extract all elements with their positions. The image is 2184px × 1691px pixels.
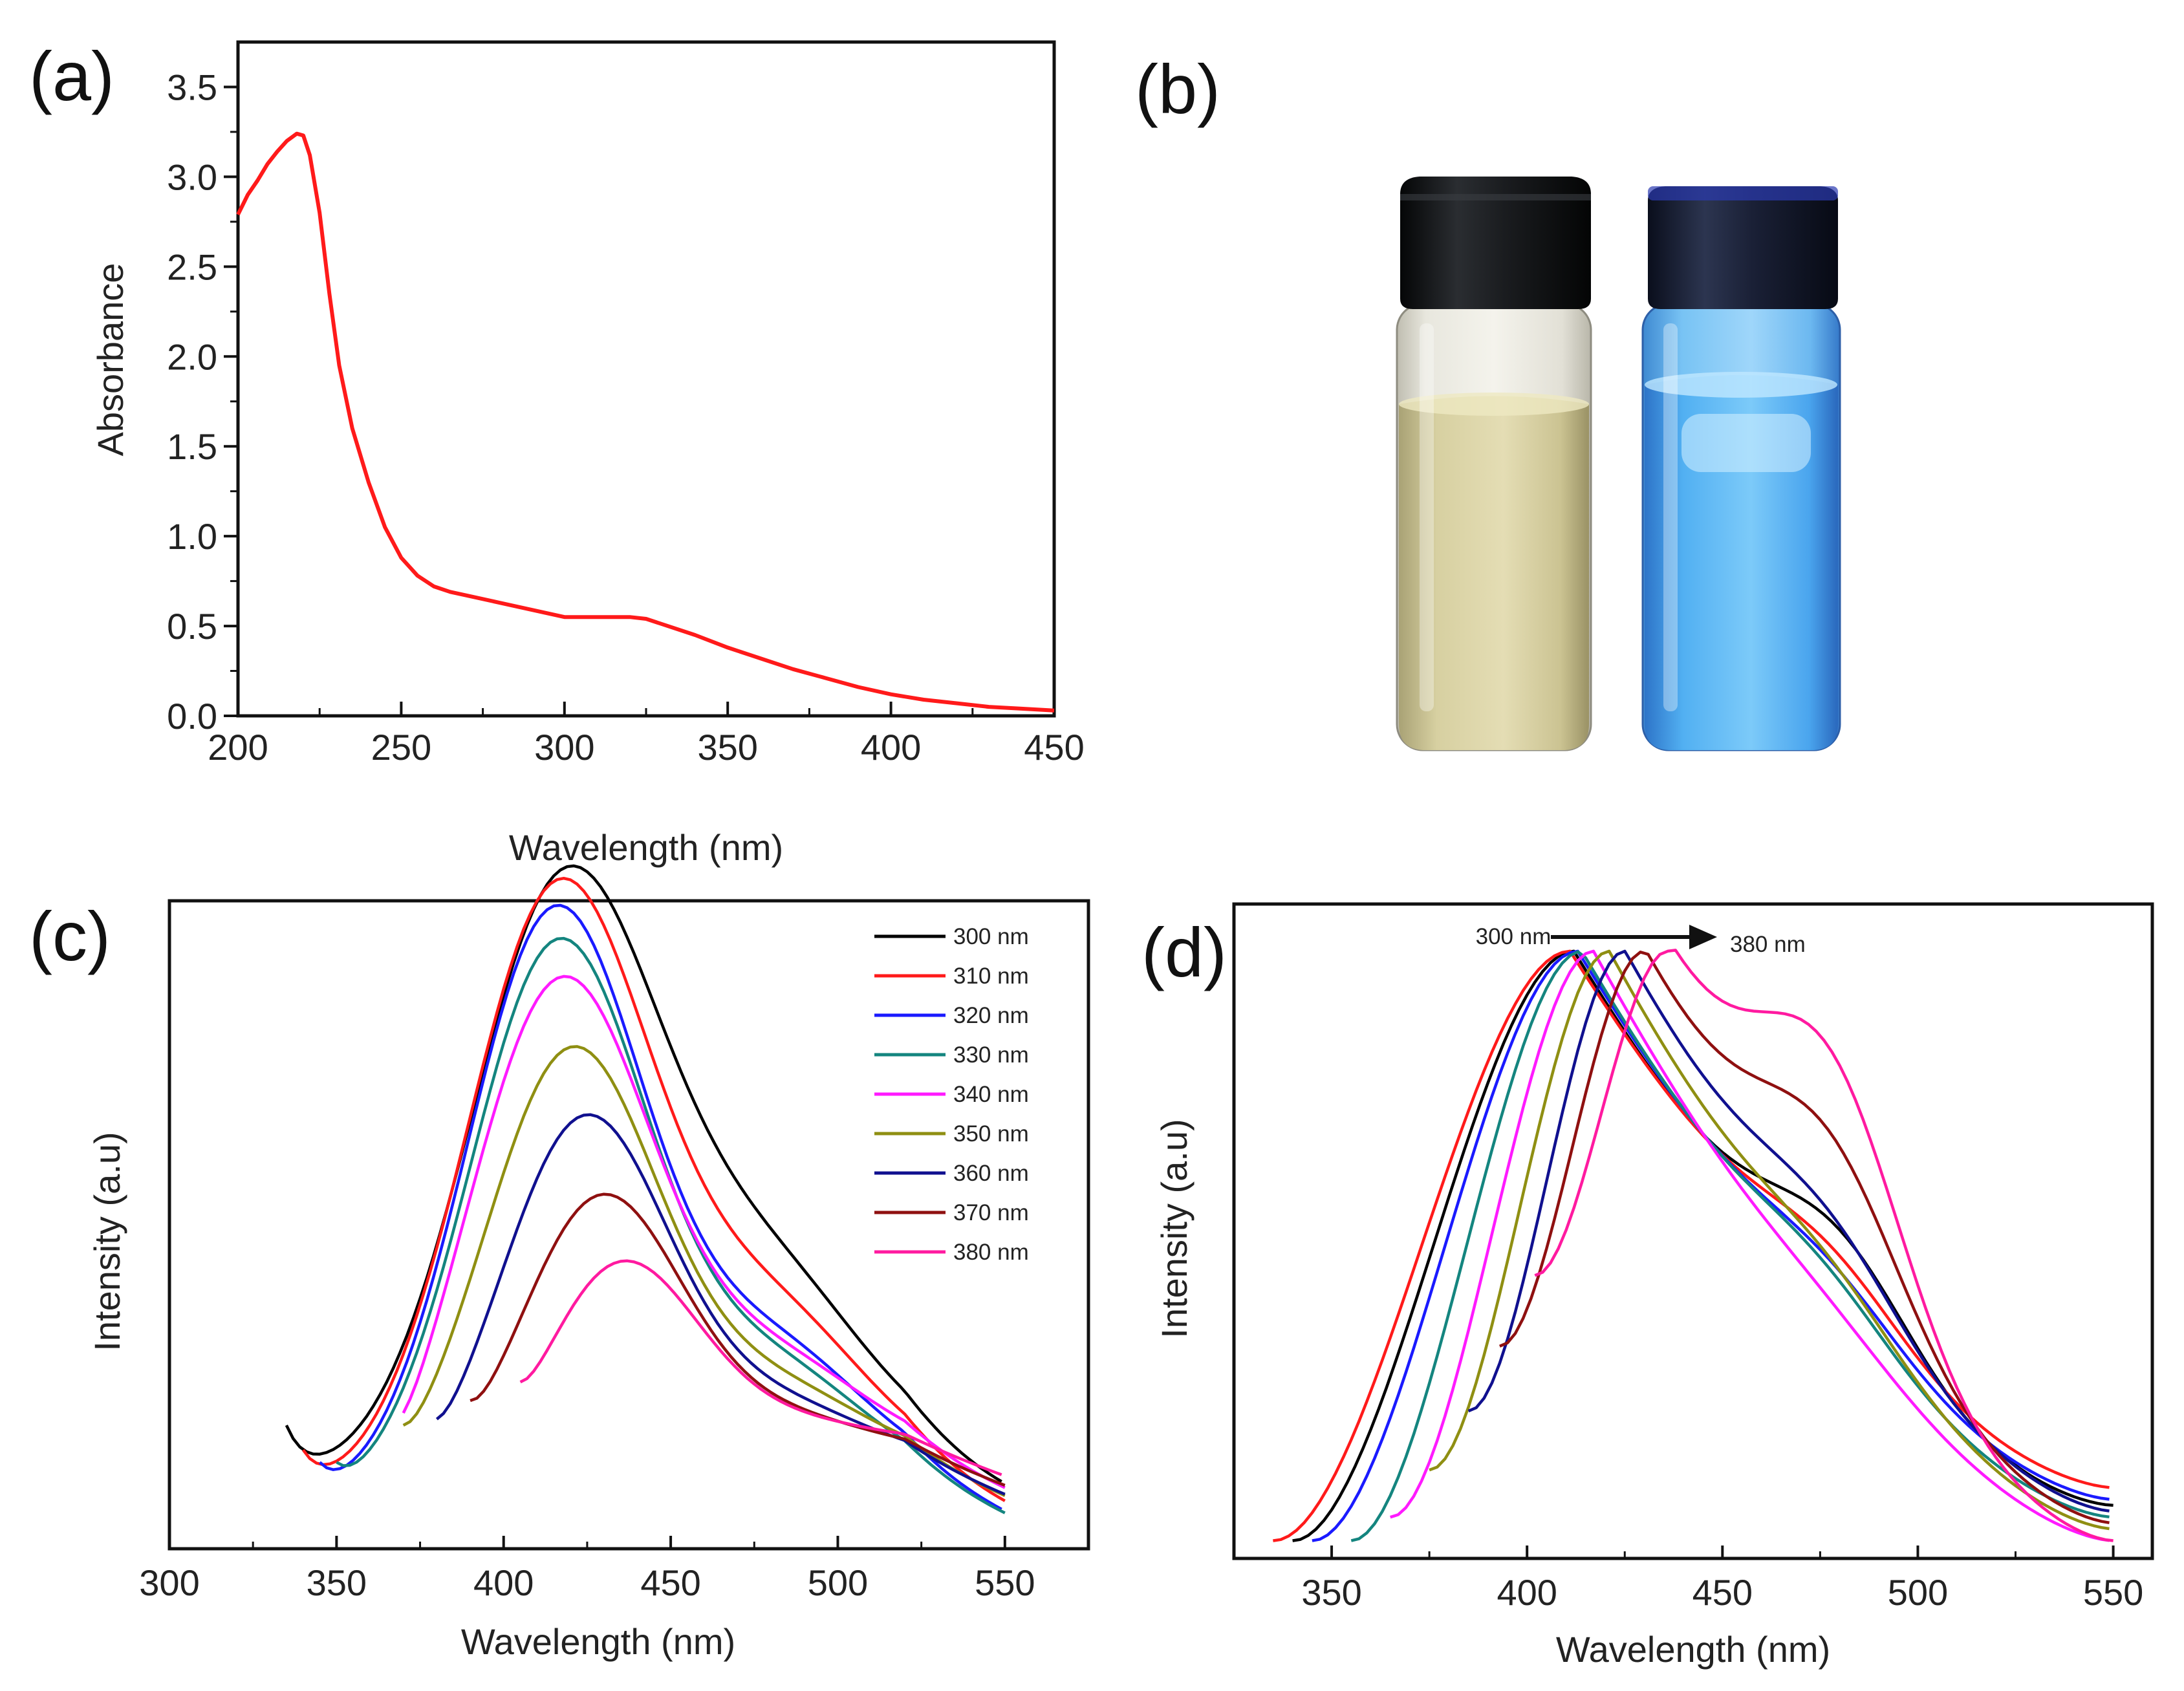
annotation-arrow-head bbox=[1689, 925, 1717, 949]
x-tick-label-d: 450 bbox=[1692, 1572, 1753, 1613]
x-tick-label-c: 400 bbox=[473, 1562, 534, 1603]
right-vial-cap bbox=[1648, 186, 1838, 309]
emission-line-c bbox=[470, 1192, 1006, 1487]
legend-label-c: 350 nm bbox=[953, 1121, 1029, 1147]
y-tick-label-a: 2.0 bbox=[167, 336, 217, 377]
legend-label-c: 310 nm bbox=[953, 964, 1029, 989]
y-tick-label-a: 0.0 bbox=[167, 696, 217, 737]
legend-label-c: 320 nm bbox=[953, 1003, 1029, 1028]
x-tick-label-c: 450 bbox=[640, 1562, 700, 1603]
annotation-to-label: 380 nm bbox=[1730, 932, 1806, 957]
x-axis-title-d: Wavelength (nm) bbox=[1556, 1629, 1830, 1670]
right-vial-highlight bbox=[1663, 323, 1678, 711]
panel-label-a: (a) bbox=[29, 37, 114, 115]
legend-label-c: 370 nm bbox=[953, 1200, 1029, 1225]
right-vial-meniscus bbox=[1645, 372, 1837, 398]
x-tick-label-c: 550 bbox=[975, 1562, 1035, 1603]
left-vial-highlight bbox=[1420, 323, 1434, 711]
left-vial-cap bbox=[1400, 177, 1591, 309]
normalized-emission-line-d bbox=[1429, 949, 2110, 1531]
normalized-emission-line-d bbox=[1390, 949, 2110, 1542]
vial-photograph bbox=[1396, 177, 1841, 751]
absorbance-chart: 200 250 300 350 400 450 0.0 0.5 1.0 1.5 2.0 2.5 3.0 3… bbox=[90, 40, 1085, 868]
legend-label-c: 340 nm bbox=[953, 1082, 1029, 1107]
x-axis-title-a: Wavelength (nm) bbox=[509, 827, 783, 868]
normalized-emission-line-d bbox=[1467, 949, 2110, 1513]
left-vial-meniscus bbox=[1399, 393, 1589, 416]
x-tick-label-c: 350 bbox=[307, 1562, 367, 1603]
x-tick-label-a: 250 bbox=[371, 727, 431, 768]
x-axis-title-c: Wavelength (nm) bbox=[461, 1621, 735, 1662]
y-tick-label-a: 3.0 bbox=[167, 156, 217, 197]
emission-line-c bbox=[285, 864, 1002, 1483]
y-axis-title-c: Intensity (a.u) bbox=[87, 1132, 127, 1351]
right-vial-glow-band bbox=[1681, 414, 1811, 472]
left-vial-liquid bbox=[1399, 396, 1589, 750]
legend-label-c: 380 nm bbox=[953, 1240, 1029, 1265]
right-vial-cap-edge bbox=[1648, 186, 1838, 200]
emission-line-c bbox=[319, 903, 1002, 1511]
panel-label-b: (b) bbox=[1135, 50, 1220, 128]
y-axis-title-a: Absorbance bbox=[90, 263, 131, 457]
emission-line-c bbox=[402, 975, 1006, 1489]
normalized-emission-chart: 350 400 450 500 550 Wavelength (nm) Intensity … bbox=[1154, 902, 2154, 1670]
x-tick-label-d: 500 bbox=[1888, 1572, 1948, 1613]
normalized-emission-line-d bbox=[1499, 951, 2110, 1525]
left-vial bbox=[1396, 177, 1592, 751]
plot-frame-d bbox=[1232, 902, 2154, 1560]
legend-label-c: 300 nm bbox=[953, 924, 1029, 949]
y-tick-label-a: 0.5 bbox=[167, 606, 217, 647]
x-tick-label-d: 350 bbox=[1301, 1572, 1361, 1613]
plot-frame-a bbox=[236, 40, 1056, 718]
normalized-emission-line-d bbox=[1350, 950, 2110, 1542]
x-tick-label-c: 300 bbox=[139, 1562, 199, 1603]
plot-frame-c bbox=[168, 899, 1090, 1551]
y-tick-label-a: 2.5 bbox=[167, 246, 217, 287]
y-tick-label-a: 1.0 bbox=[167, 516, 217, 557]
y-tick-label-a: 3.5 bbox=[167, 67, 217, 107]
x-tick-label-c: 500 bbox=[808, 1562, 868, 1603]
normalized-emission-line-d bbox=[1292, 949, 2114, 1542]
legend-label-c: 360 nm bbox=[953, 1161, 1029, 1186]
y-axis-title-d: Intensity (a.u) bbox=[1154, 1119, 1195, 1338]
right-vial bbox=[1641, 186, 1841, 751]
x-tick-label-d: 550 bbox=[2083, 1572, 2143, 1613]
panel-label-c: (c) bbox=[29, 897, 111, 975]
x-tick-label-a: 450 bbox=[1024, 727, 1084, 768]
normalized-emission-line-d bbox=[1273, 949, 2110, 1542]
left-vial-cap-rim bbox=[1400, 194, 1591, 200]
panel-label-d: (d) bbox=[1141, 913, 1227, 991]
x-tick-label-a: 400 bbox=[861, 727, 921, 768]
x-tick-label-d: 400 bbox=[1497, 1572, 1557, 1613]
x-tick-label-a: 300 bbox=[534, 727, 594, 768]
x-tick-label-a: 350 bbox=[697, 727, 757, 768]
y-tick-label-a: 1.5 bbox=[167, 426, 217, 467]
legend-label-c: 330 nm bbox=[953, 1042, 1029, 1068]
absorbance-line bbox=[236, 131, 1055, 713]
emission-line-c bbox=[301, 876, 1006, 1502]
x-tick-label-a: 200 bbox=[208, 727, 268, 768]
emission-line-c bbox=[336, 936, 1006, 1514]
emission-spectra-chart: 300 350 400 450 500 550 Wavelength (nm) Intensi… bbox=[87, 864, 1090, 1662]
emission-line-c bbox=[435, 1113, 1006, 1496]
emission-line-c bbox=[519, 1259, 1002, 1476]
normalized-emission-line-d bbox=[1534, 949, 2114, 1542]
annotation-from-label: 300 nm bbox=[1476, 924, 1552, 949]
